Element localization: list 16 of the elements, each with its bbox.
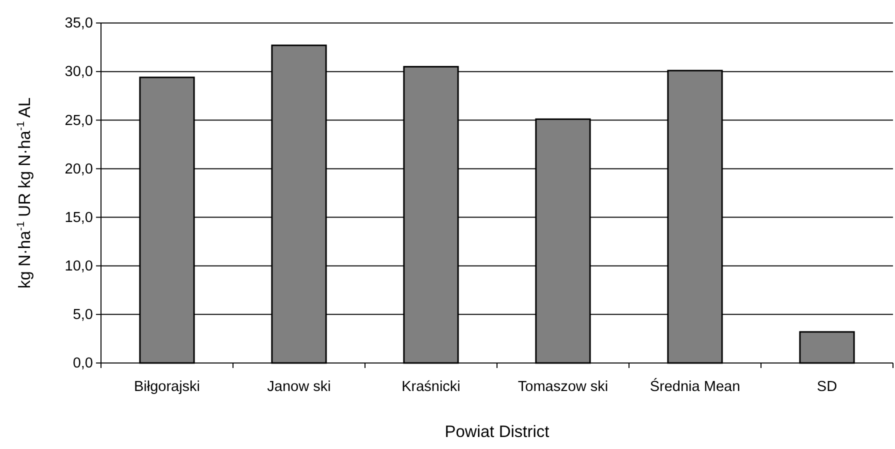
bar (799, 331, 855, 364)
y-tick-label: 10,0 (64, 258, 93, 274)
y-tick-label: 35,0 (64, 16, 93, 32)
y-tick-label: 20,0 (64, 161, 93, 178)
x-tick-label: Biłgorajski (134, 379, 200, 395)
x-tick-label: Średnia Mean (650, 378, 740, 395)
y-tick-label: 15,0 (64, 210, 93, 226)
y-tick-label: 30,0 (64, 64, 93, 80)
x-tick-label: Kraśnicki (402, 379, 460, 395)
x-axis-title: Powiat District (444, 423, 550, 441)
y-tick-label: 5,0 (72, 307, 93, 324)
y-tick-label: 0,0 (72, 356, 93, 372)
x-tick-label: SD (816, 379, 838, 395)
x-tick-label: Janow ski (267, 379, 331, 395)
y-tick-label: 25,0 (64, 112, 93, 129)
x-tick-label: Tomaszow ski (518, 379, 608, 395)
